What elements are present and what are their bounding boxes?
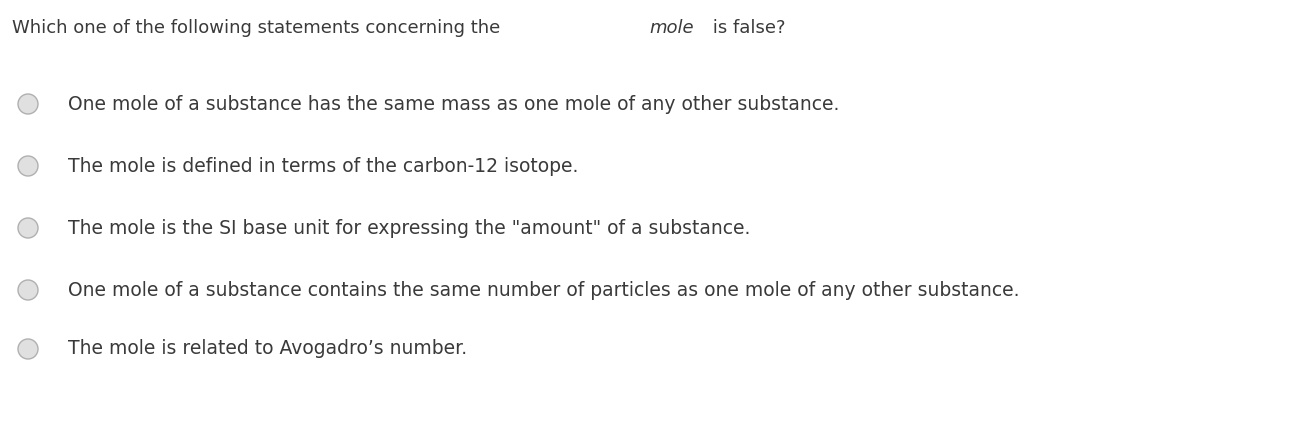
Text: The mole is the SI base unit for expressing the "amount" of a substance.: The mole is the SI base unit for express… [68,218,750,237]
Ellipse shape [18,280,37,300]
Text: mole: mole [649,19,695,37]
Text: The mole is defined in terms of the carbon-12 isotope.: The mole is defined in terms of the carb… [68,156,578,176]
Ellipse shape [18,94,37,114]
Ellipse shape [18,156,37,176]
Ellipse shape [18,339,37,359]
Ellipse shape [18,218,37,238]
Text: Which one of the following statements concerning the: Which one of the following statements co… [12,19,506,37]
Text: One mole of a substance has the same mass as one mole of any other substance.: One mole of a substance has the same mas… [68,95,839,114]
Text: The mole is related to Avogadro’s number.: The mole is related to Avogadro’s number… [68,340,467,359]
Text: is false?: is false? [707,19,785,37]
Text: One mole of a substance contains the same number of particles as one mole of any: One mole of a substance contains the sam… [68,281,1020,299]
